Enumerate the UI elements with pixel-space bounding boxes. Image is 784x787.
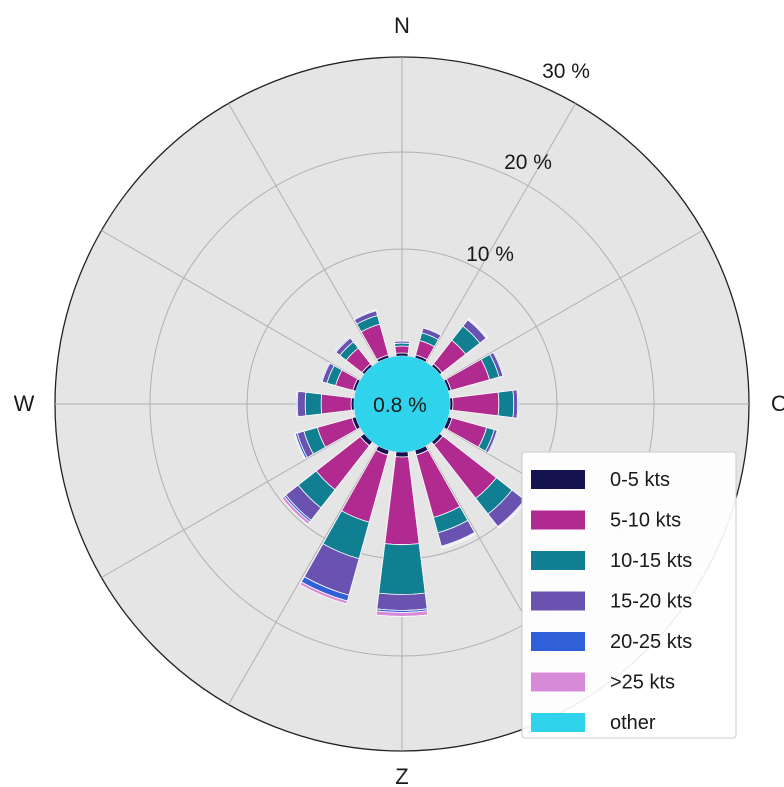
bar-segment — [492, 351, 505, 377]
legend-swatch — [531, 470, 585, 489]
bar-segment — [375, 610, 429, 617]
bar-segment — [320, 362, 331, 383]
bar-segment — [441, 532, 477, 549]
bars-group — [281, 309, 527, 617]
legend-label: 20-25 kts — [610, 631, 692, 653]
bar-segment — [393, 340, 411, 344]
legend-swatch — [531, 672, 585, 692]
grid-ring — [149, 151, 655, 657]
direction-label-east: O — [771, 391, 784, 416]
direction-label-west: W — [14, 391, 35, 416]
bar-segment — [320, 393, 352, 415]
ring-label-10: 10 % — [466, 243, 514, 266]
grid-spoke — [401, 230, 703, 405]
grid-spoke — [101, 403, 403, 578]
legend: 0-5 kts 5-10 kts 10-15 kts 15-20 kts 20-25 k… — [521, 451, 737, 739]
grid-spoke — [401, 103, 576, 405]
ring-label-30: 30 % — [542, 60, 590, 83]
legend-items: 0-5 kts 5-10 kts 10-15 kts 15-20 kts 20-25 k… — [531, 469, 692, 734]
bar-segment — [295, 390, 299, 418]
bar-segment — [293, 433, 307, 460]
grid-lines — [55, 57, 749, 751]
bar-segment — [467, 317, 489, 339]
legend-swatch — [531, 510, 585, 530]
direction-label-north: N — [394, 13, 410, 38]
bar-segment — [421, 327, 442, 341]
bar-segment — [304, 391, 323, 417]
bar-segment — [395, 451, 409, 458]
bar-segment — [378, 543, 426, 595]
legend-label: >25 kts — [610, 672, 675, 694]
calm-disc — [354, 356, 450, 452]
legend-label: 5-10 kts — [610, 510, 681, 532]
grid-spoke — [228, 403, 403, 705]
direction-label-south: Z — [395, 764, 408, 787]
bar-segment — [487, 429, 499, 454]
legend-label: 0-5 kts — [610, 469, 670, 491]
bar-segment — [497, 389, 515, 419]
grid-spoke — [101, 230, 403, 405]
bar-segment — [353, 309, 377, 321]
ring-label-20: 20 % — [504, 151, 552, 174]
legend-label: 10-15 kts — [610, 550, 692, 572]
legend-swatch — [531, 591, 585, 611]
calm-label: 0.8 % — [373, 394, 427, 417]
legend-swatch — [531, 551, 585, 570]
legend-label: other — [610, 712, 656, 734]
bar-segment — [334, 336, 351, 353]
bar-segment — [394, 345, 410, 354]
legend-swatch — [531, 632, 585, 651]
bar-segment — [299, 581, 348, 605]
bar-segment — [281, 495, 311, 525]
bar-segment — [296, 390, 307, 418]
legend-swatch — [531, 713, 585, 732]
grid-spoke — [228, 103, 403, 405]
bar-segment — [376, 592, 428, 611]
bar-segment — [516, 389, 520, 419]
legend-label: 15-20 kts — [610, 591, 692, 613]
